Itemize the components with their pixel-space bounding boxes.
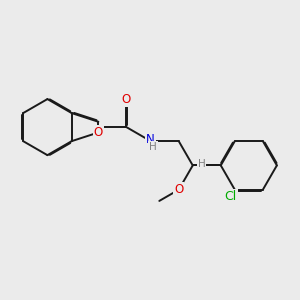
Text: N: N (146, 133, 155, 146)
Text: O: O (94, 126, 103, 139)
Text: O: O (174, 183, 183, 196)
Text: Cl: Cl (224, 190, 237, 203)
Text: H: H (198, 159, 206, 169)
Text: O: O (122, 93, 131, 106)
Text: H: H (149, 142, 157, 152)
